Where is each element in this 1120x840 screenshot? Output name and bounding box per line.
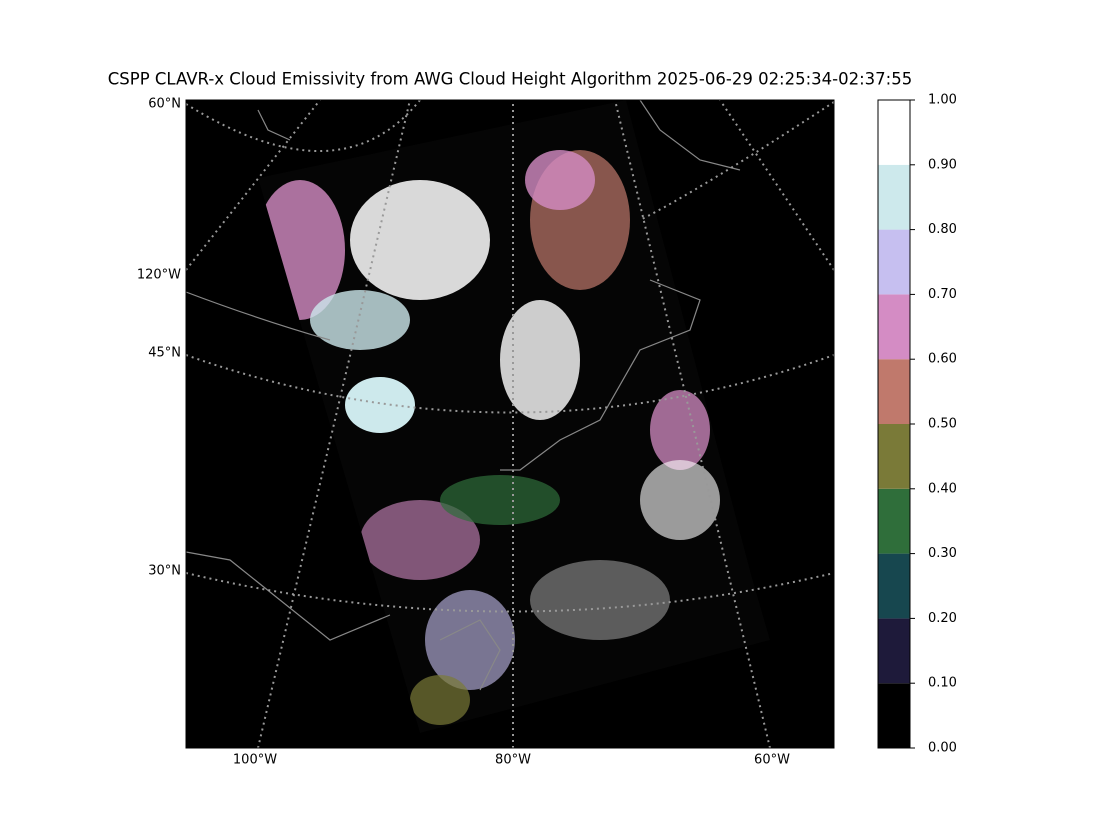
colorbar-tick-label: 0.10 [928,676,957,691]
colorbar-segment [878,294,910,360]
colorbar-segment [878,553,910,619]
colorbar-tick-label: 0.40 [928,481,957,496]
colorbar-segment [878,683,910,748]
lon-label: 120°W [137,268,181,283]
lon-label: 100°W [233,753,277,768]
colorbar-segment [878,424,910,489]
colorbar-tick-label: 1.00 [928,93,957,108]
colorbar-segment [878,359,910,424]
lat-label: 60°N [148,97,181,112]
lat-label: 45°N [148,346,181,361]
colorbar-tick-label: 0.70 [928,287,957,302]
colorbar-segment [878,229,910,295]
colorbar-tick-label: 0.90 [928,157,957,172]
colorbar-tick-label: 0.00 [928,741,957,756]
colorbar-tick-label: 0.60 [928,352,957,367]
colorbar-segment [878,488,910,554]
colorbar: 0.00 0.10 0.20 0.30 0.40 0.50 0.60 0.70 0.80 0.90… [877,93,957,756]
colorbar-segment [878,618,910,684]
colorbar-segment [878,100,910,165]
colorbar-tick-label: 0.30 [928,546,957,561]
lon-label: 80°W [495,753,531,768]
title: CSPP CLAVR-x Cloud Emissivity from AWG C… [108,70,912,89]
lat-label: 30°N [148,564,181,579]
colorbar-tick-label: 0.50 [928,417,957,432]
colorbar-tick-label: 0.80 [928,222,957,237]
lon-label: 60°W [754,753,790,768]
colorbar-segment [878,164,910,230]
map-frame [185,99,835,749]
colorbar-tick-label: 0.20 [928,611,957,626]
map [186,100,834,748]
